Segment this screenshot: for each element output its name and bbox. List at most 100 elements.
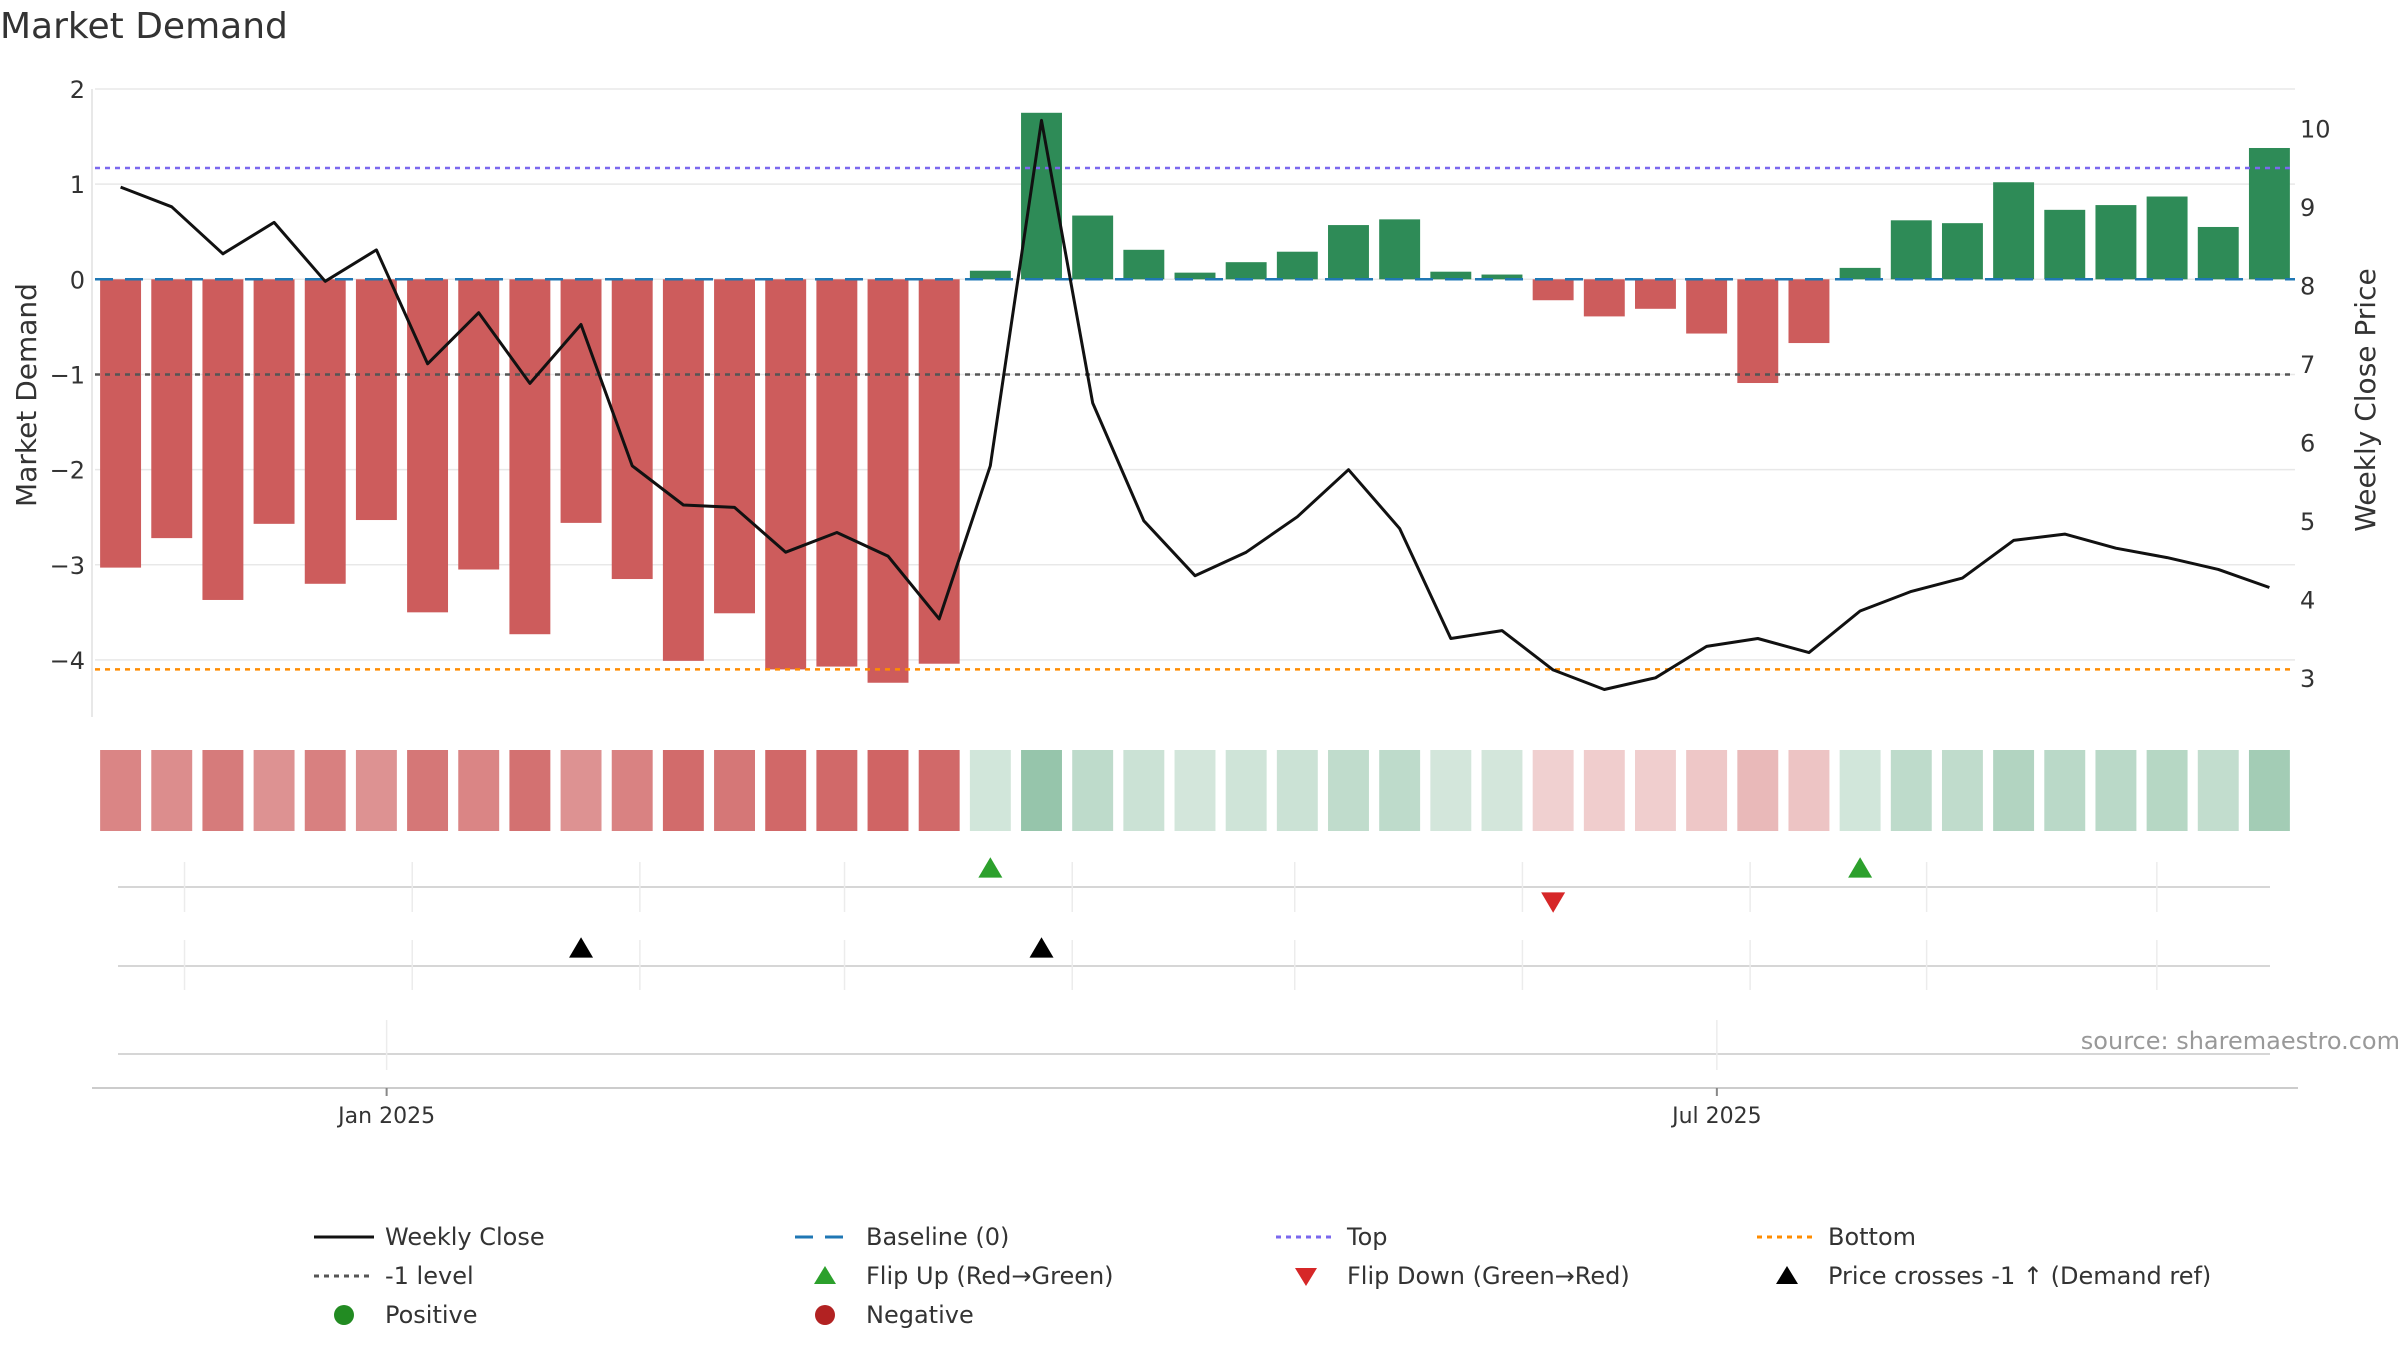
right-tick-label: 10 — [2300, 115, 2331, 143]
heat-strip-cell — [816, 750, 858, 831]
legend-swatch-triangle-down-icon — [1295, 1268, 1317, 1286]
left-tick-label: −4 — [50, 647, 85, 675]
heat-strip-cell — [765, 750, 807, 831]
heat-strip-cell — [662, 750, 704, 831]
demand-bar-negative — [1635, 279, 1676, 309]
legend-item-flip-up: Flip Up (Red→Green) — [814, 1262, 1114, 1290]
legend-label: Bottom — [1828, 1223, 1916, 1251]
demand-bar-positive — [1839, 267, 1881, 280]
heat-strip-cell — [1583, 750, 1625, 831]
demand-bar-positive — [1993, 182, 2035, 280]
x-axis-label: Market Demand — [10, 283, 43, 507]
heat-strip-cell — [1072, 750, 1114, 831]
heat-strip-cell — [1532, 750, 1574, 831]
y2-axis-label: Weekly Close Price — [2349, 268, 2382, 531]
heat-strip-cell — [2044, 750, 2086, 831]
demand-bar-positive — [1430, 271, 1472, 280]
legend-item-minus-one: -1 level — [314, 1262, 474, 1290]
right-tick-label: 8 — [2300, 272, 2315, 300]
chart-title: Market Demand — [0, 6, 288, 47]
right-tick-label: 7 — [2300, 351, 2315, 379]
heat-strip-cell — [202, 750, 244, 831]
demand-bar-negative — [304, 279, 346, 584]
price-cross-marker — [569, 937, 594, 958]
demand-bar-positive — [1225, 262, 1267, 280]
heat-strip-cell — [1941, 750, 1983, 831]
legend-item-bottom: Bottom — [1757, 1223, 1916, 1251]
demand-bar-positive — [2044, 209, 2086, 280]
heat-strip-cell — [355, 750, 397, 831]
demand-bar-negative — [918, 279, 960, 664]
right-tick-label: 6 — [2300, 429, 2315, 457]
demand-bar-negative — [253, 279, 295, 524]
legend-item-negative: Negative — [815, 1301, 974, 1329]
demand-bar-positive — [1123, 249, 1165, 280]
demand-bar-negative — [1686, 279, 1728, 334]
demand-bar-negative — [816, 279, 858, 667]
reference-lines — [95, 166, 2295, 671]
flip-up-marker — [978, 857, 1003, 878]
heat-strip-cell — [1123, 750, 1165, 831]
heat-strip-cell — [1737, 750, 1779, 831]
legend-label: Negative — [866, 1301, 974, 1329]
heat-strip-cell — [458, 750, 500, 831]
left-tick-label: 0 — [70, 266, 85, 294]
heat-strip-cell — [1481, 750, 1523, 831]
heat-strip-cell — [407, 750, 449, 831]
demand-bar-negative — [458, 279, 500, 570]
demand-bar-positive — [1481, 274, 1523, 280]
demand-bar-positive — [2197, 226, 2239, 280]
demand-bar-negative — [714, 279, 755, 614]
heat-strip-cell — [969, 750, 1011, 831]
heat-strip-cell — [1021, 750, 1062, 831]
demand-bar-negative — [1737, 279, 1779, 384]
legend-label: -1 level — [385, 1262, 474, 1290]
signal-panels — [118, 857, 2270, 1070]
demand-bar-positive — [1328, 225, 1369, 280]
right-tick-label: 3 — [2300, 665, 2315, 693]
demand-bar-negative — [1583, 279, 1625, 317]
heat-strip-cell — [1174, 750, 1216, 831]
heat-strip-cell — [611, 750, 653, 831]
demand-bar-negative — [765, 279, 807, 670]
heat-strip-cell — [2095, 750, 2137, 831]
heat-strip-cell — [1839, 750, 1881, 831]
demand-bar-negative — [1788, 279, 1830, 344]
heat-strip-cell — [1635, 750, 1676, 831]
legend-label: Top — [1346, 1223, 1388, 1251]
source-credit: source: sharemaestro.com — [2081, 1027, 2400, 1055]
demand-bar-negative — [1532, 279, 1574, 301]
heat-strip-cell — [918, 750, 960, 831]
legend-label: Positive — [385, 1301, 478, 1329]
demand-bar-negative — [867, 279, 909, 683]
demand-bar-negative — [662, 279, 704, 661]
demand-bar-negative — [151, 279, 193, 539]
demand-bar-negative — [509, 279, 551, 635]
heat-strip-cell — [304, 750, 346, 831]
heat-strip-cell — [1225, 750, 1267, 831]
demand-bar-positive — [2248, 147, 2290, 280]
legend-item-top: Top — [1276, 1223, 1388, 1251]
legend-label: Price crosses -1 ↑ (Demand ref) — [1828, 1262, 2211, 1290]
left-tick-label: −1 — [50, 361, 85, 389]
heat-strip-cell — [1276, 750, 1318, 831]
demand-bar-positive — [1276, 251, 1318, 280]
legend-item-baseline: Baseline (0) — [795, 1223, 1009, 1251]
legend-swatch-dot-icon — [334, 1305, 354, 1325]
demand-bar-positive — [1890, 220, 1932, 280]
legend-item-positive: Positive — [334, 1301, 478, 1329]
flip-down-marker — [1541, 892, 1566, 913]
heat-strip-cell — [867, 750, 909, 831]
left-tick-label: −3 — [50, 552, 85, 580]
demand-bar-positive — [969, 270, 1011, 280]
heat-strip-cell — [560, 750, 602, 831]
price-cross-marker — [1029, 937, 1054, 958]
left-tick-label: 1 — [70, 171, 85, 199]
demand-bar-positive — [1379, 219, 1421, 280]
demand-heat-strip — [100, 750, 2290, 831]
legend-label: Flip Up (Red→Green) — [866, 1262, 1114, 1290]
heat-strip-cell — [509, 750, 551, 831]
demand-bar-positive — [1174, 272, 1216, 280]
legend-label: Baseline (0) — [866, 1223, 1009, 1251]
